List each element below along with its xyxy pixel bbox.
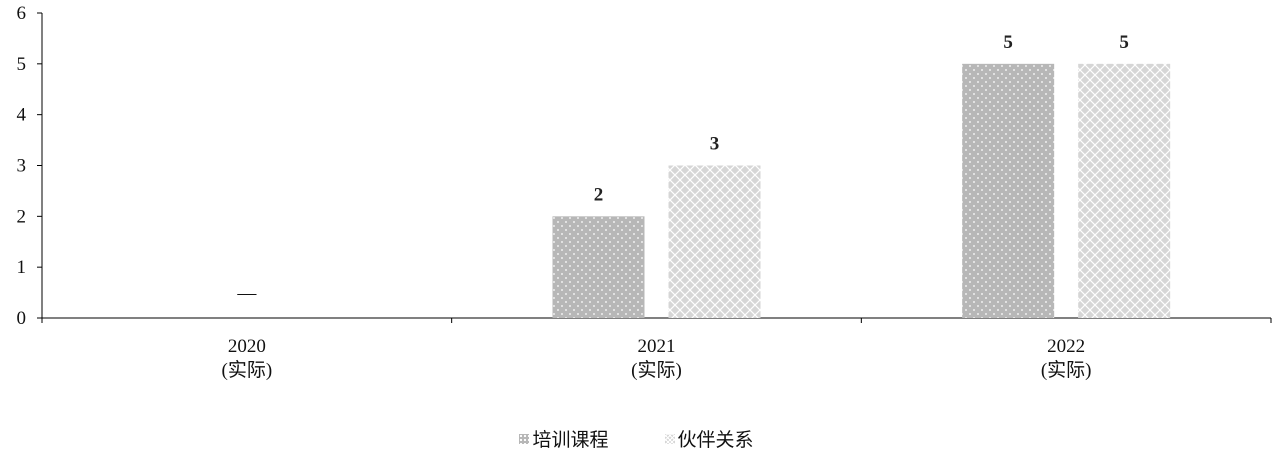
data-label: 2 [594,184,604,205]
legend-swatch-partnership [664,433,675,444]
y-tick-label: 3 [17,156,27,177]
data-label: 3 [710,134,720,155]
missing-value-marker: — [236,283,257,304]
y-tick-label: 4 [17,105,27,126]
legend: 培训课程 伙伴关系 [0,425,1273,452]
x-tick-label: 2021 [638,336,676,357]
legend-item-training: 培训课程 [519,425,609,452]
x-tick-label: (实际) [1041,359,1092,381]
y-tick-label: 0 [17,308,27,329]
bar-partnership [1078,63,1171,319]
x-tick-label: (实际) [222,359,273,381]
bar-training [962,63,1055,319]
legend-label-partnership: 伙伴关系 [677,430,754,451]
x-tick-label: 2020 [228,336,266,357]
legend-label-training: 培训课程 [532,430,609,451]
x-tick-label: (实际) [631,359,682,381]
legend-swatch-training [519,433,530,444]
legend-item-partnership: 伙伴关系 [664,425,754,452]
x-tick-label: 2022 [1047,336,1085,357]
y-tick-label: 1 [17,257,27,278]
y-tick-label: 5 [17,54,27,75]
y-tick-label: 6 [17,3,27,24]
bar-partnership [668,165,761,318]
y-tick-label: 2 [17,206,27,227]
data-label: 5 [1119,32,1129,53]
data-label: 5 [1003,32,1013,53]
bar-training [552,216,645,318]
